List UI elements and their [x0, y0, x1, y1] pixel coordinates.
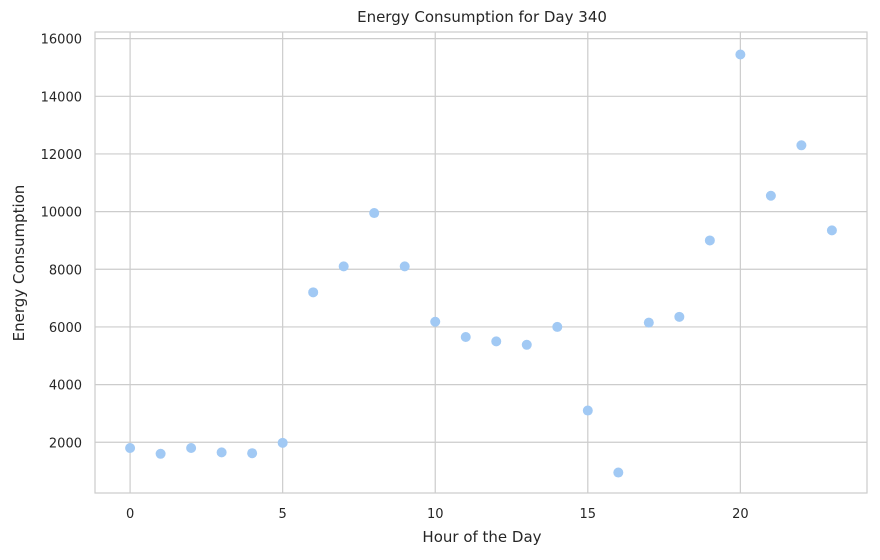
x-tick-label: 5 [279, 507, 287, 522]
x-tick-label: 15 [580, 507, 597, 522]
data-point [613, 467, 624, 478]
data-point [796, 140, 807, 151]
x-axis-label: Hour of the Day [422, 528, 541, 546]
y-tick-label: 16000 [41, 33, 82, 48]
data-point [308, 287, 319, 298]
data-point [277, 437, 288, 448]
chart-title: Energy Consumption for Day 340 [357, 8, 607, 26]
x-tick-label: 10 [427, 507, 444, 522]
data-point [582, 405, 593, 416]
data-point [247, 448, 258, 459]
data-point [765, 190, 776, 201]
y-tick-label: 12000 [41, 148, 82, 163]
x-tick-label: 0 [126, 507, 134, 522]
data-point [338, 261, 349, 272]
data-point [399, 261, 410, 272]
data-point [643, 317, 654, 328]
data-point [430, 316, 441, 327]
x-tick-label: 20 [732, 507, 749, 522]
data-point [125, 443, 136, 454]
data-point [521, 339, 532, 350]
y-tick-label: 10000 [41, 206, 82, 221]
data-point [216, 447, 227, 458]
data-point [826, 225, 837, 236]
data-point [369, 208, 380, 219]
y-tick-label: 2000 [49, 436, 82, 451]
data-point [186, 443, 197, 454]
y-tick-label: 4000 [49, 379, 82, 394]
y-tick-label: 6000 [49, 321, 82, 336]
data-point [460, 332, 471, 343]
plot-area [94, 31, 868, 494]
y-tick-label: 14000 [41, 90, 82, 105]
y-axis-label: Energy Consumption [10, 185, 28, 342]
data-point [552, 321, 563, 332]
data-point [491, 336, 502, 347]
y-axis-ticks: 2000 4000 6000 8000 10000 12000 14000 16000 [41, 33, 82, 452]
data-point [735, 49, 746, 60]
grid [95, 32, 867, 493]
data-point [155, 448, 166, 459]
data-points [125, 49, 837, 478]
x-axis-ticks: 0 5 10 15 20 [126, 507, 749, 522]
data-point [674, 311, 685, 322]
data-point [704, 235, 715, 246]
y-tick-label: 8000 [49, 263, 82, 278]
